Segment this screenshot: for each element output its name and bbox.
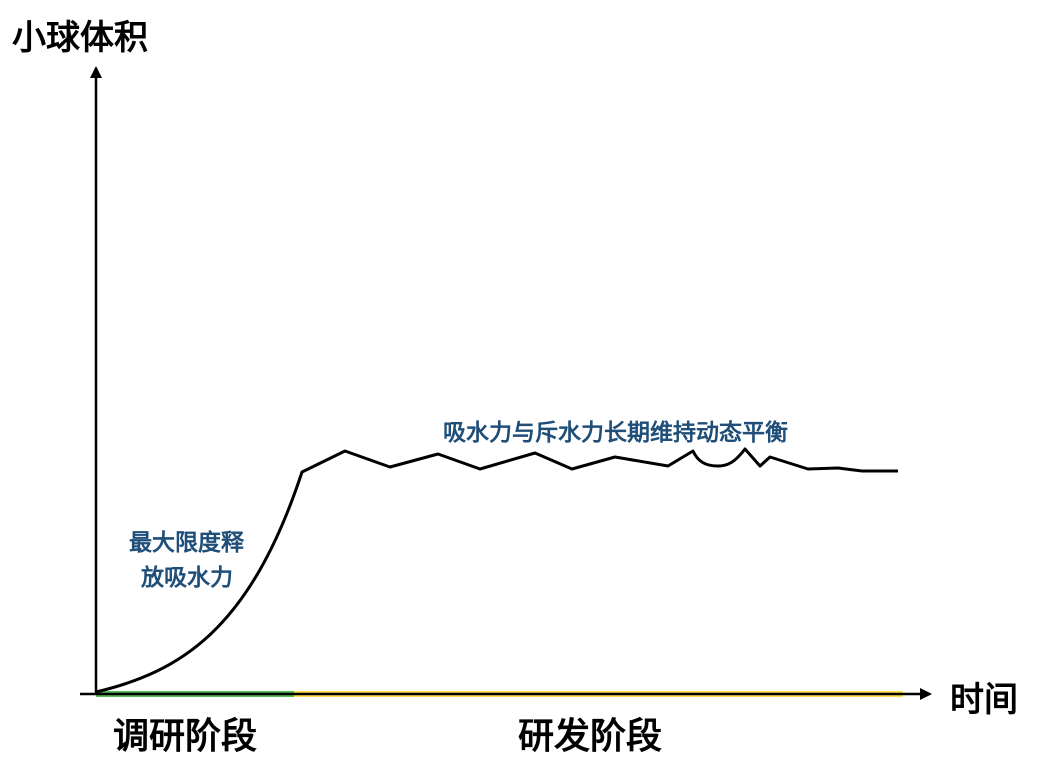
- x-axis-label: 时间: [950, 680, 1018, 720]
- volume-curve: [95, 447, 898, 694]
- annotation-release-line2: 放吸水力: [140, 564, 233, 591]
- annotation-release-line1: 最大限度释: [129, 529, 245, 556]
- phase-label-development: 研发阶段: [518, 716, 662, 757]
- phase-label-research: 调研阶段: [113, 716, 257, 757]
- annotation-equilibrium: 吸水力与斥水力长期维持动态平衡: [443, 419, 788, 446]
- y-axis-label: 小球体积: [12, 18, 148, 58]
